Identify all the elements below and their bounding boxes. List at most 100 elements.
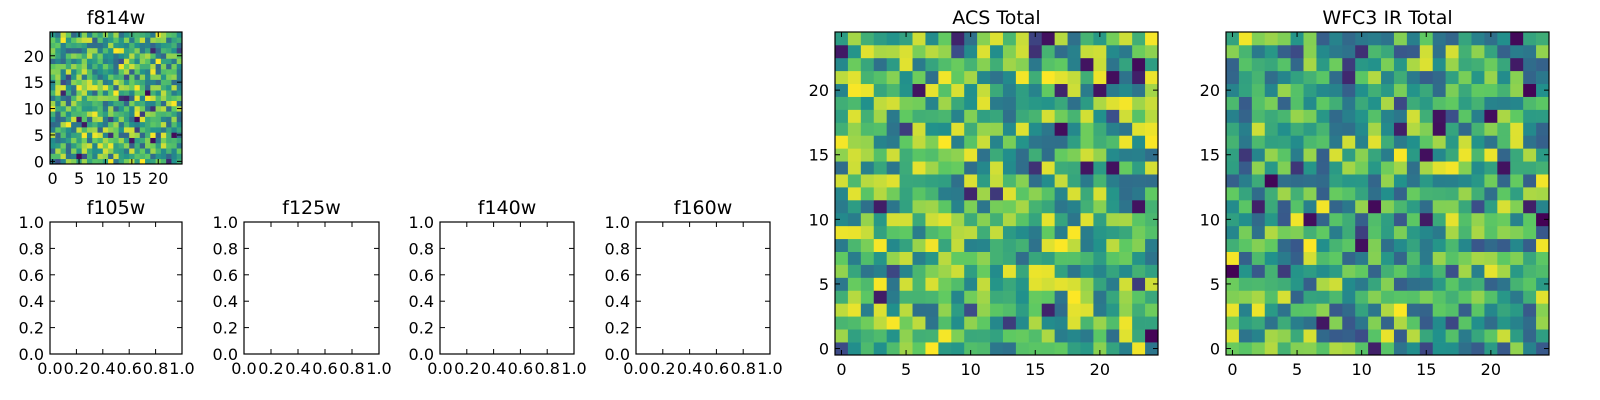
y-tick-label: 0.6 <box>213 266 238 285</box>
heatmap-cell <box>97 153 104 160</box>
heatmap-cell <box>71 148 77 154</box>
heatmap-cell <box>1132 251 1146 265</box>
heatmap-cell <box>1458 187 1472 201</box>
heatmap-cell <box>1419 264 1434 278</box>
heatmap-cell <box>55 158 61 165</box>
heatmap-cell <box>1145 83 1159 97</box>
heatmap-cell <box>1497 264 1511 278</box>
heatmap-cell <box>155 142 162 149</box>
heatmap-cell <box>1067 148 1081 162</box>
heatmap-cell <box>1458 290 1472 304</box>
heatmap-cell <box>1497 135 1511 149</box>
heatmap-cell <box>102 90 109 96</box>
heatmap-cell <box>1406 96 1421 110</box>
heatmap-cell <box>65 105 72 112</box>
heatmap-cell <box>912 148 926 162</box>
heatmap-cell <box>1510 148 1524 162</box>
heatmap-cell <box>134 153 141 160</box>
heatmap-cell <box>145 116 151 123</box>
heatmap-cell <box>1238 303 1253 317</box>
heatmap-cell <box>1484 57 1498 72</box>
heatmap-cell <box>118 53 125 59</box>
heatmap-cell <box>86 84 93 91</box>
heatmap-cell <box>1471 161 1485 175</box>
heatmap-cell <box>108 58 114 65</box>
heatmap-cell <box>1368 44 1382 59</box>
heatmap-cell <box>1497 277 1511 291</box>
heatmap-cell <box>1093 342 1107 356</box>
heatmap-cell <box>155 74 162 80</box>
heatmap-cell <box>1226 135 1240 149</box>
heatmap-cell <box>134 95 141 101</box>
heatmap-cell <box>1484 135 1498 149</box>
heatmap-cell <box>1264 303 1279 317</box>
heatmap-cell <box>990 264 1004 278</box>
heatmap-cell <box>1445 342 1459 356</box>
heatmap-cell <box>1471 32 1485 46</box>
heatmap-cell <box>1342 199 1356 214</box>
heatmap-cell <box>65 68 72 75</box>
heatmap-cell <box>97 42 104 49</box>
heatmap-cell <box>145 137 151 144</box>
heatmap-cell <box>123 68 130 75</box>
heatmap-cell <box>1251 303 1266 317</box>
heatmap-cell <box>1054 148 1068 162</box>
heatmap-cell <box>1445 238 1459 252</box>
heatmap-cell <box>951 57 965 72</box>
heatmap-cell <box>886 303 900 317</box>
heatmap-cell <box>145 127 151 133</box>
heatmap-cell <box>123 42 130 49</box>
heatmap-cell <box>113 74 119 80</box>
heatmap-cell <box>139 100 146 107</box>
heatmap-cell <box>1054 212 1068 227</box>
heatmap-cell <box>835 32 849 46</box>
heatmap-cell <box>1015 70 1030 85</box>
heatmap-cell <box>1002 32 1017 46</box>
heatmap-cell <box>1106 135 1120 149</box>
heatmap-cell <box>847 44 862 59</box>
heatmap-cell <box>1458 251 1472 265</box>
heatmap-cell <box>1067 122 1081 136</box>
heatmap-cell <box>899 148 913 162</box>
heatmap-cell <box>951 44 965 59</box>
heatmap-cell <box>1106 264 1120 278</box>
heatmap-cell <box>86 63 93 70</box>
heatmap-cell <box>166 127 172 133</box>
heatmap-cell <box>1277 342 1291 356</box>
heatmap-cell <box>1497 32 1511 46</box>
heatmap-cell <box>835 277 849 291</box>
heatmap-cell <box>1536 161 1550 175</box>
heatmap-cell <box>1303 290 1317 304</box>
heatmap-cell <box>1329 109 1343 123</box>
heatmap-cell <box>873 70 888 85</box>
heatmap-cell <box>1316 251 1330 265</box>
heatmap-cell <box>176 153 183 160</box>
heatmap-cell <box>81 90 88 96</box>
heatmap-cell <box>835 290 849 304</box>
heatmap-cell <box>847 32 862 46</box>
y-tick-label: 15 <box>1200 146 1220 165</box>
heatmap-cell <box>873 187 888 201</box>
heatmap-cell <box>1132 264 1146 278</box>
heatmap-cell <box>171 90 178 96</box>
x-tick-label: 1.0 <box>169 359 194 378</box>
heatmap-cell <box>1445 251 1459 265</box>
heatmap-cell <box>171 95 178 101</box>
heatmap-cell <box>1523 277 1537 291</box>
heatmap-cell <box>1093 96 1107 110</box>
heatmap-cell <box>1342 83 1356 97</box>
heatmap-cell <box>50 58 56 65</box>
heatmap-cell <box>1002 277 1017 291</box>
heatmap-cell <box>86 158 93 165</box>
heatmap-cell <box>1471 83 1485 97</box>
heatmap-cell <box>1015 135 1030 149</box>
heatmap-cell <box>951 148 965 162</box>
heatmap-cell <box>990 83 1004 97</box>
heatmap-cell <box>1368 32 1382 46</box>
heatmap-cell <box>60 32 67 38</box>
heatmap-cell <box>1132 225 1146 240</box>
heatmap-cell <box>71 121 77 128</box>
heatmap-cell <box>977 316 991 330</box>
heatmap-cell <box>134 63 141 70</box>
heatmap-cell <box>1226 212 1240 227</box>
